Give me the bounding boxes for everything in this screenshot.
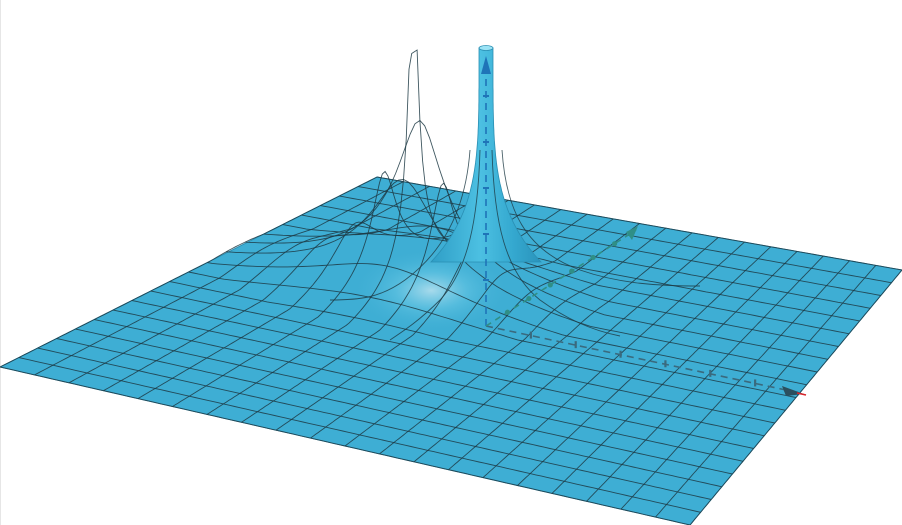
grid-line-u (379, 227, 667, 455)
grid-line-v (169, 281, 786, 411)
x-axis (485, 325, 801, 394)
grid-line-u (551, 251, 798, 494)
z-axis-arrow (481, 56, 491, 74)
spike-curve (329, 149, 471, 301)
grid-line-v (188, 271, 797, 398)
y-axis (485, 229, 637, 327)
grid-line-u (586, 255, 824, 502)
spike-curve (389, 149, 481, 341)
grid-line-v (0, 366, 691, 525)
y-axis-tick (504, 309, 511, 315)
grid-line-v (75, 328, 733, 475)
grid-line-v (94, 319, 744, 462)
grid-line-u (655, 265, 877, 518)
spike-top-cap (478, 45, 494, 51)
y-axis-tick (569, 268, 575, 274)
grid-line-v (37, 347, 712, 500)
spike-curve (491, 149, 621, 337)
grid-line-u (413, 232, 693, 463)
grid-line-u (689, 269, 902, 525)
grid-line-u (517, 246, 772, 486)
axes-group (481, 56, 807, 396)
y-axis-tick (611, 241, 618, 247)
grid-line-u (482, 241, 745, 478)
y-axis-tick (590, 254, 596, 261)
y-axis-tick (547, 282, 553, 288)
grid-line-v (113, 309, 754, 449)
grid-line-v (18, 357, 701, 513)
grid-line-u (448, 237, 719, 471)
surface-grid (0, 49, 902, 525)
view-border (0, 0, 1, 525)
grid-line-u (620, 260, 850, 510)
spike-curve (501, 149, 701, 287)
y-axis-tick (526, 295, 532, 302)
x-axis-tip (796, 392, 807, 396)
grid-line-v (131, 300, 765, 437)
y-axis-arrow (626, 226, 638, 240)
grid-line-v (150, 290, 775, 424)
grid-line-v (56, 338, 722, 488)
